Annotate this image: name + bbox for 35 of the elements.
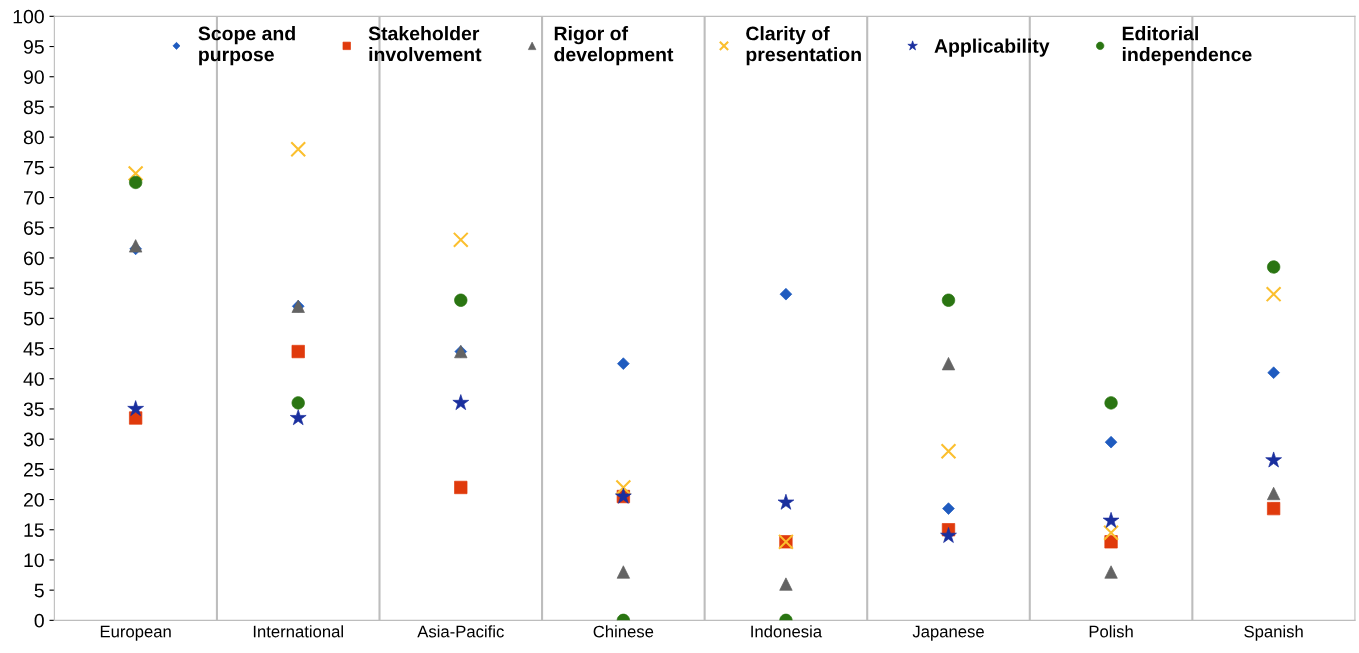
legend-label: Clarity of presentation bbox=[746, 26, 861, 66]
y-tick-label: 55 bbox=[23, 281, 44, 296]
y-tick-label: 40 bbox=[23, 372, 44, 386]
y-tick-label: 75 bbox=[24, 161, 44, 175]
x-tick-label: Asia-Pacific bbox=[417, 625, 504, 638]
y-tick-label: 100 bbox=[13, 9, 44, 24]
legend-label: Stakeholder involvement bbox=[368, 26, 482, 62]
y-tick-label: 65 bbox=[24, 221, 44, 235]
y-tick-label: 10 bbox=[24, 553, 44, 568]
legend-label: Rigor of development bbox=[554, 26, 674, 66]
x-tick-label: Indonesia bbox=[751, 625, 823, 638]
y-tick-label: 0 bbox=[34, 613, 44, 628]
y-tick-label: 60 bbox=[24, 251, 44, 266]
y-tick-label: 45 bbox=[23, 342, 44, 356]
legend-label: Editorial independence bbox=[1122, 26, 1252, 66]
y-tick-label: 20 bbox=[23, 493, 44, 507]
y-tick-label: 25 bbox=[23, 462, 44, 477]
x-tick-label: International bbox=[253, 625, 343, 638]
x-tick-label: Spanish bbox=[1244, 625, 1303, 641]
x-tick-label: European bbox=[100, 625, 171, 641]
y-tick-label: 35 bbox=[23, 402, 44, 417]
x-tick-label: Chinese bbox=[593, 625, 654, 638]
legend-label: Applicability bbox=[934, 38, 1050, 57]
y-tick-label: 95 bbox=[23, 39, 44, 54]
y-tick-label: 70 bbox=[24, 191, 44, 205]
x-tick-label: Polish bbox=[1089, 625, 1133, 638]
y-tick-label: 90 bbox=[23, 70, 44, 84]
y-tick-label: 30 bbox=[23, 432, 44, 447]
legend-label: Scope and purpose bbox=[198, 26, 295, 66]
x-tick-label: Japanese bbox=[912, 625, 984, 641]
y-tick-label: 5 bbox=[34, 583, 44, 598]
y-tick-label: 15 bbox=[24, 523, 44, 537]
y-tick-label: 50 bbox=[23, 311, 44, 326]
y-tick-label: 80 bbox=[23, 130, 44, 145]
y-tick-label: 85 bbox=[23, 100, 44, 115]
